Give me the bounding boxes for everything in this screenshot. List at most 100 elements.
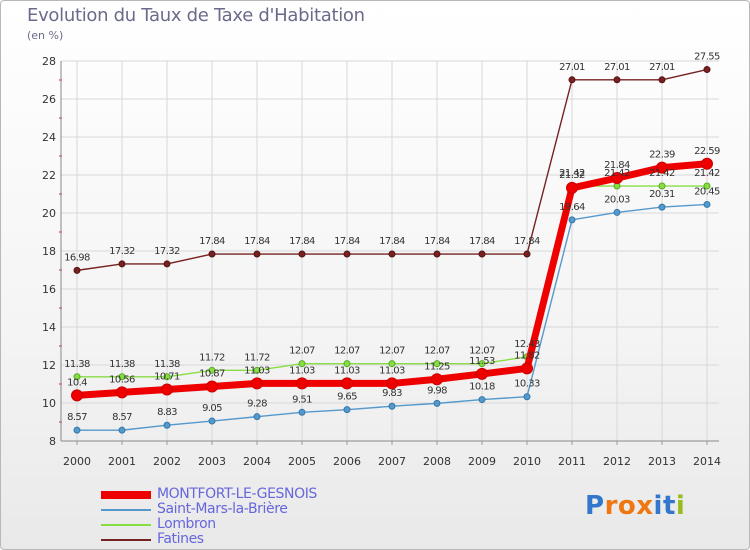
data-label-3: 17.84 <box>289 236 315 247</box>
x-tick-label: 2000 <box>63 455 91 468</box>
data-point-1 <box>208 417 216 425</box>
x-tick-label: 2005 <box>288 455 316 468</box>
logo-letter: i <box>653 491 663 521</box>
data-label-1: 9.28 <box>247 399 267 410</box>
data-label-0: 11.53 <box>469 356 495 367</box>
y-tick-label: 12 <box>42 359 56 372</box>
x-tick-label: 2001 <box>108 455 136 468</box>
logo-letter: t <box>662 491 676 521</box>
data-label-2: 12.07 <box>334 346 360 357</box>
data-label-0: 11.03 <box>334 365 360 376</box>
data-label-1: 10.18 <box>469 382 495 393</box>
data-point-1 <box>73 426 81 434</box>
data-label-1: 20.31 <box>649 189 675 200</box>
logo-letter: o <box>617 491 637 521</box>
y-tick-label: 28 <box>42 55 56 68</box>
x-tick-label: 2012 <box>603 455 631 468</box>
data-point-2 <box>208 366 216 374</box>
data-point-1 <box>118 426 126 434</box>
data-label-2: 11.38 <box>154 359 180 370</box>
data-point-1 <box>298 408 306 416</box>
data-point-3 <box>163 260 171 268</box>
x-tick-label: 2009 <box>468 455 496 468</box>
x-tick-label: 2008 <box>423 455 451 468</box>
data-label-0: 10.4 <box>67 377 87 388</box>
data-label-2: 12.07 <box>424 346 450 357</box>
data-label-1: 10.33 <box>514 379 540 390</box>
x-tick-label: 2004 <box>243 455 271 468</box>
data-point-3 <box>343 250 351 258</box>
legend-swatch <box>101 509 151 511</box>
axis-layer: 8 10 12 14 16 18 20 22 24 26 28 2000 2001 2002 2003 200… <box>42 55 721 468</box>
data-label-0: 22.59 <box>694 146 720 157</box>
y-tick-label: 24 <box>42 131 56 144</box>
y-tick-label: 10 <box>42 397 56 410</box>
data-label-2: 11.38 <box>109 359 135 370</box>
data-point-2 <box>658 182 666 190</box>
data-point-0 <box>71 389 83 402</box>
data-point-2 <box>253 366 261 374</box>
data-point-0 <box>251 377 263 390</box>
chart-unit: (en %) <box>27 29 64 42</box>
data-point-2 <box>298 360 306 368</box>
logo-letter: x <box>636 491 654 521</box>
x-tick-label: 2014 <box>693 455 721 468</box>
x-tick-label: 2013 <box>648 455 676 468</box>
y-tick-label: 14 <box>42 321 56 334</box>
data-label-3: 27.01 <box>604 62 630 73</box>
proxiti-logo: Proxiti <box>585 491 685 521</box>
data-point-0 <box>161 383 173 396</box>
data-label-3: 17.84 <box>424 236 450 247</box>
data-label-0: 11.03 <box>244 365 270 376</box>
data-label-2: 12.07 <box>379 346 405 357</box>
data-point-3 <box>703 66 711 74</box>
series-layer <box>71 66 713 434</box>
data-label-0: 21.84 <box>604 160 630 171</box>
data-point-0 <box>476 367 488 380</box>
data-label-3: 27.55 <box>694 52 720 63</box>
data-label-3: 17.32 <box>109 246 135 257</box>
data-label-2: 12.07 <box>289 346 315 357</box>
data-label-2: 11.72 <box>199 352 225 363</box>
data-label-3: 17.84 <box>469 236 495 247</box>
data-label-layer: 16.98 17.32 17.32 17.84 17.84 17.84 17.84 17.84… <box>64 52 720 424</box>
data-label-1: 8.57 <box>112 412 132 423</box>
x-tick-label: 2007 <box>378 455 406 468</box>
data-point-2 <box>703 182 711 190</box>
data-label-0: 11.03 <box>289 365 315 376</box>
data-label-1: 8.83 <box>157 407 177 418</box>
data-label-2: 21.42 <box>649 168 675 179</box>
data-label-0: 11.25 <box>424 361 450 372</box>
data-point-3 <box>118 260 126 268</box>
y-tick-label: 22 <box>42 169 56 182</box>
y-tick-label: 18 <box>42 245 56 258</box>
data-label-2: 11.38 <box>64 359 90 370</box>
data-point-3 <box>478 250 486 258</box>
data-label-0: 11.82 <box>514 350 540 361</box>
data-point-0 <box>116 386 128 399</box>
data-point-1 <box>613 208 621 216</box>
data-point-2 <box>73 373 81 381</box>
data-point-3 <box>568 76 576 84</box>
chart-title: Evolution du Taux de Taxe d'Habitation <box>27 5 365 26</box>
data-point-3 <box>73 266 81 274</box>
logo-letter: r <box>604 491 618 521</box>
x-tick-label: 2006 <box>333 455 361 468</box>
data-point-1 <box>163 421 171 429</box>
data-point-3 <box>388 250 396 258</box>
y-tick-label: 20 <box>42 207 56 220</box>
data-label-3: 17.84 <box>199 236 225 247</box>
data-label-0: 10.87 <box>199 368 225 379</box>
data-point-2 <box>388 360 396 368</box>
logo-letter: i <box>675 491 686 521</box>
data-point-2 <box>478 360 486 368</box>
data-label-2: 11.72 <box>244 352 270 363</box>
data-point-3 <box>253 250 261 258</box>
data-label-3: 27.01 <box>559 62 585 73</box>
data-label-1: 9.65 <box>337 392 357 403</box>
data-label-1: 8.57 <box>67 412 87 423</box>
data-point-3 <box>208 250 216 258</box>
data-point-0 <box>431 373 443 386</box>
data-label-3: 17.84 <box>514 236 540 247</box>
